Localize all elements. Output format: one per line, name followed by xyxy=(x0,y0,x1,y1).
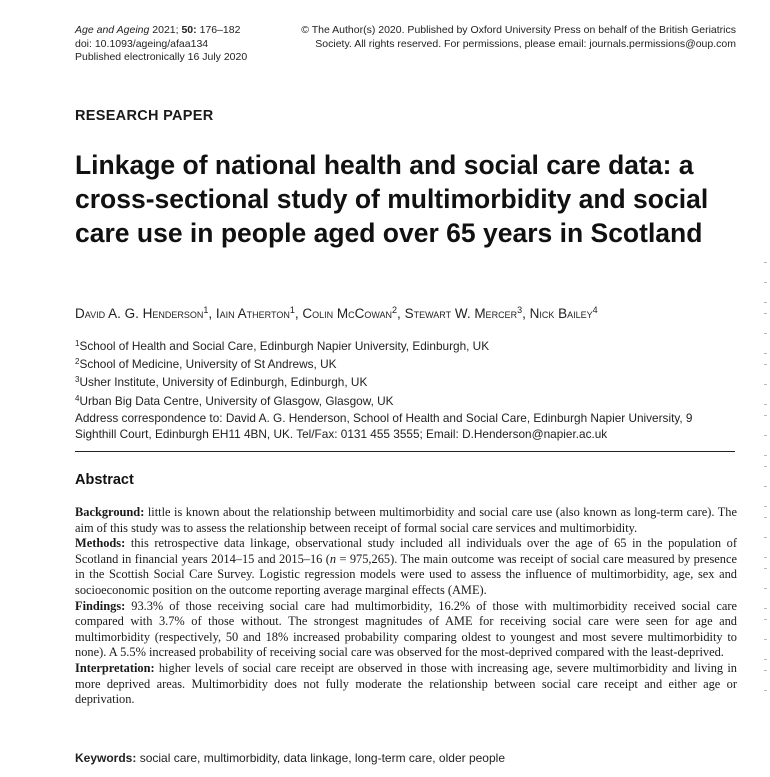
abstract-text: higher levels of social care receipt are… xyxy=(75,660,737,707)
edge-mark xyxy=(764,588,767,589)
edge-mark xyxy=(764,639,767,640)
author-affiliation-mark: 4 xyxy=(592,305,598,315)
page-edge-marks xyxy=(763,262,769,722)
abstract-body: Background: little is known about the re… xyxy=(75,505,737,708)
affiliation-list: 1School of Health and Social Care, Edinb… xyxy=(75,336,489,409)
journal-citation: Age and Ageing 2021; 50: 176–182 doi: 10… xyxy=(75,24,247,65)
section-label: RESEARCH PAPER xyxy=(75,108,214,124)
affiliation-number: 2 xyxy=(75,357,80,367)
correspondence-address: Address correspondence to: David A. G. H… xyxy=(75,411,693,442)
edge-mark xyxy=(764,568,767,569)
author-list: David A. G. Henderson1, Iain Atherton1, … xyxy=(75,305,598,321)
affiliation-number: 3 xyxy=(75,375,80,385)
keywords-text: social care, multimorbidity, data linkag… xyxy=(139,751,505,765)
article-title: Linkage of national health and social ca… xyxy=(75,150,709,248)
edge-mark xyxy=(764,557,767,558)
affiliation: 1School of Health and Social Care, Edinb… xyxy=(75,336,489,354)
author-affiliation-mark: 1 xyxy=(289,305,295,315)
author-affiliation-mark: 1 xyxy=(203,305,209,315)
published-date: Published electronically 16 July 2020 xyxy=(75,51,248,63)
author-name: Nick Bailey xyxy=(529,306,593,321)
copyright-line-2: Society. All rights reserved. For permis… xyxy=(315,37,736,50)
edge-mark xyxy=(764,364,767,365)
author-name: David A. G. Henderson xyxy=(75,306,204,321)
edge-mark xyxy=(764,282,767,283)
edge-mark xyxy=(764,262,767,263)
edge-mark xyxy=(764,608,767,609)
edge-mark xyxy=(764,415,767,416)
abstract-interpretation: Interpretation: higher levels of social … xyxy=(75,661,737,708)
edge-mark xyxy=(764,455,767,456)
edge-mark xyxy=(764,466,767,467)
edge-mark xyxy=(764,619,767,620)
edge-mark xyxy=(764,435,767,436)
journal-pages: 176–182 xyxy=(199,24,241,36)
edge-mark xyxy=(764,333,767,334)
sample-size-symbol: n xyxy=(329,551,337,566)
edge-mark xyxy=(764,404,767,405)
abstract-label: Interpretation: xyxy=(75,660,155,675)
author-name: Stewart W. Mercer xyxy=(404,306,518,321)
abstract-text: little is known about the relationship b… xyxy=(75,505,737,535)
abstract-label: Methods: xyxy=(75,536,126,551)
edge-mark xyxy=(764,537,767,538)
copyright-notice: © The Author(s) 2020. Published by Oxfor… xyxy=(301,24,736,51)
abstract-heading: Abstract xyxy=(75,472,134,488)
abstract-label: Background: xyxy=(75,505,145,519)
copyright-line-1: © The Author(s) 2020. Published by Oxfor… xyxy=(301,24,736,36)
abstract-methods: Methods: this retrospective data linkage… xyxy=(75,536,737,598)
journal-volume: 50: xyxy=(181,24,197,36)
keywords: Keywords: social care, multimorbidity, d… xyxy=(75,751,505,765)
doi[interactable]: doi: 10.1093/ageing/afaa134 xyxy=(75,37,209,50)
journal-year: 2021; xyxy=(152,24,179,36)
edge-mark xyxy=(764,313,767,314)
edge-mark xyxy=(764,659,767,660)
abstract-text: = 975,265). The main outcome was receipt… xyxy=(75,551,737,597)
edge-mark xyxy=(764,486,767,487)
affiliation-text: Usher Institute, University of Edinburgh… xyxy=(79,375,368,390)
edge-mark xyxy=(764,384,767,385)
edge-mark xyxy=(764,517,767,518)
affiliation-number: 1 xyxy=(75,339,80,348)
author-name: Colin McCowan xyxy=(302,306,393,321)
abstract-text: 93.3% of those receiving social care had… xyxy=(75,598,737,660)
abstract-text: this retrospective data linkage, observa… xyxy=(75,536,737,566)
affiliation: 4Urban Big Data Centre, University of Gl… xyxy=(75,391,489,409)
abstract-background: Background: little is known about the re… xyxy=(75,505,737,536)
author-affiliation-mark: 3 xyxy=(517,305,523,315)
affiliation-text: Urban Big Data Centre, University of Gla… xyxy=(79,393,394,408)
edge-mark xyxy=(764,690,767,691)
abstract-label: Findings: xyxy=(75,598,126,613)
author-name: Iain Atherton xyxy=(215,306,290,321)
edge-mark xyxy=(764,670,767,671)
keywords-label: Keywords: xyxy=(75,751,137,765)
abstract-findings: Findings: 93.3% of those receiving socia… xyxy=(75,599,737,661)
edge-mark xyxy=(764,302,767,303)
edge-mark xyxy=(764,353,767,354)
author-affiliation-mark: 2 xyxy=(392,305,398,315)
section-divider xyxy=(75,451,735,452)
affiliation: 3Usher Institute, University of Edinburg… xyxy=(75,372,489,390)
affiliation: 2School of Medicine, University of St An… xyxy=(75,354,489,372)
edge-mark xyxy=(764,506,767,507)
citation-line: Age and Ageing 2021; 50: 176–182 xyxy=(75,24,247,38)
affiliation-text: School of Medicine, University of St And… xyxy=(79,357,337,372)
affiliation-text: School of Health and Social Care, Edinbu… xyxy=(79,339,490,353)
affiliation-number: 4 xyxy=(75,393,80,403)
journal-name: Age and Ageing xyxy=(75,24,150,36)
